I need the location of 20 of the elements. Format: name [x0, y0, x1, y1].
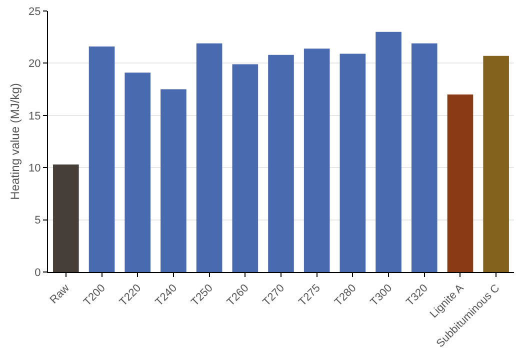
bar	[53, 164, 79, 272]
bar	[88, 46, 115, 272]
bar	[447, 94, 474, 272]
bar	[268, 54, 294, 272]
y-tick-label: 15	[28, 110, 41, 122]
bar	[124, 72, 151, 272]
bar	[232, 64, 258, 272]
y-axis-title: Heating value (MJ/kg)	[8, 83, 22, 200]
bar	[483, 56, 509, 272]
bar	[340, 54, 366, 272]
bar	[304, 48, 330, 272]
y-tick-label: 10	[28, 162, 41, 174]
bar	[376, 32, 402, 272]
bar	[411, 43, 438, 272]
bar	[160, 89, 186, 272]
bar	[196, 43, 222, 272]
y-tick-label: 5	[34, 214, 41, 227]
y-tick-label: 0	[34, 266, 41, 279]
y-tick-label: 25	[28, 6, 41, 18]
y-tick-label: 20	[28, 58, 41, 70]
